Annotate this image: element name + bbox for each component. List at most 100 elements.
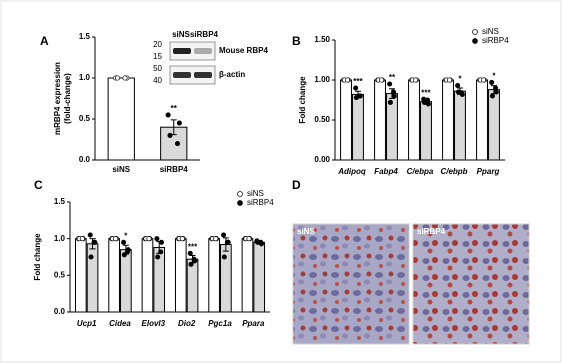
blot-marker: 50 <box>153 64 162 73</box>
blot-label: Mouse RBP4 <box>219 46 268 55</box>
y-tick-label: 1.50 <box>314 35 330 44</box>
bar <box>220 244 232 313</box>
bar <box>74 238 87 313</box>
data-point <box>258 239 264 245</box>
data-point <box>224 239 230 245</box>
x-tick-label: Adipoq <box>337 167 366 176</box>
bar <box>107 77 135 161</box>
data-point <box>113 236 119 242</box>
bar <box>120 249 132 313</box>
data-point <box>174 141 181 147</box>
data-point <box>158 239 165 245</box>
data-point <box>493 89 499 95</box>
y-tick-label: 1.00 <box>314 75 330 84</box>
data-point <box>191 256 197 262</box>
y-axis-label: Fold change <box>33 233 42 281</box>
data-point <box>489 79 495 85</box>
x-tick-label: Ucp1 <box>77 319 97 328</box>
x-tick-label: siNS <box>112 165 130 174</box>
data-point <box>221 254 227 260</box>
data-point <box>246 236 252 242</box>
bar <box>186 258 199 313</box>
data-point <box>455 83 461 89</box>
bar <box>340 79 352 161</box>
bar <box>241 238 254 313</box>
bar <box>108 238 120 313</box>
y-tick-label: 0.5 <box>54 270 66 279</box>
bar <box>476 79 488 161</box>
blot-marker: 40 <box>153 76 162 85</box>
blot-frame <box>169 65 216 85</box>
data-point <box>91 239 97 245</box>
blot-label: β-actin <box>219 70 245 79</box>
y-tick-label: 1.5 <box>54 197 66 206</box>
bar <box>408 79 420 161</box>
data-point <box>390 89 397 95</box>
legend-marker <box>472 29 478 35</box>
data-point <box>356 93 363 99</box>
blot-lane: siNS <box>172 30 190 39</box>
error-bar <box>222 237 229 252</box>
data-point <box>481 77 487 83</box>
bar <box>442 79 454 161</box>
x-tick-label: Pgc1a <box>208 319 232 328</box>
significance: *** <box>421 88 431 97</box>
y-axis-label: mRBP4 expression <box>53 62 62 135</box>
blot-band <box>194 48 212 54</box>
legend-marker <box>237 200 243 206</box>
x-tick-label: Ppara <box>242 319 265 328</box>
data-point <box>87 232 93 238</box>
y-tick-label: 1.0 <box>54 234 66 243</box>
bar <box>160 126 188 161</box>
significance: *** <box>353 77 363 86</box>
bar <box>208 238 220 313</box>
data-point <box>213 236 219 242</box>
significance: * <box>492 72 496 81</box>
blot-band <box>173 72 191 78</box>
data-point <box>121 239 127 245</box>
legend-label: siNS <box>247 189 264 198</box>
x-tick-label: Elovl3 <box>142 319 166 328</box>
significance: ** <box>171 104 178 113</box>
legend-label: siNS <box>482 27 499 36</box>
legend-label: siRBP4 <box>247 198 274 207</box>
x-tick-label: Pparg <box>477 167 500 176</box>
legend-label: siRBP4 <box>482 36 509 45</box>
panel-label: D <box>292 178 301 192</box>
blot-lane: siRBP4 <box>190 30 219 39</box>
blot-frame <box>169 41 216 61</box>
micrograph <box>412 223 530 345</box>
image-label: siNS <box>297 227 315 236</box>
x-tick-label: Fabp4 <box>374 167 398 176</box>
panel-label: C <box>34 178 43 192</box>
data-point <box>154 236 160 242</box>
data-point <box>187 250 193 256</box>
data-point <box>122 75 128 81</box>
panel-label: B <box>292 34 301 48</box>
significance: ** <box>389 73 396 82</box>
legend-marker <box>472 38 478 44</box>
data-point <box>165 112 171 118</box>
data-point <box>155 254 161 260</box>
y-tick-label: 1.0 <box>79 73 91 82</box>
data-point <box>79 236 85 242</box>
blot-band <box>173 48 191 54</box>
bar <box>86 243 99 313</box>
data-point <box>447 77 453 83</box>
data-point <box>88 254 94 260</box>
bar <box>454 90 466 161</box>
significance: * <box>458 75 462 84</box>
data-point <box>424 97 431 103</box>
blot-band <box>194 72 212 78</box>
x-tick-label: siRBP4 <box>160 165 189 174</box>
blot-marker: 15 <box>153 52 162 61</box>
data-point <box>167 132 173 138</box>
significance: * <box>124 231 128 240</box>
y-axis-label: (fold-change) <box>63 73 72 124</box>
bar <box>253 241 266 313</box>
data-point <box>387 81 393 87</box>
bar <box>374 79 386 161</box>
bar <box>174 238 187 313</box>
y-tick-label: 0.5 <box>79 114 91 123</box>
